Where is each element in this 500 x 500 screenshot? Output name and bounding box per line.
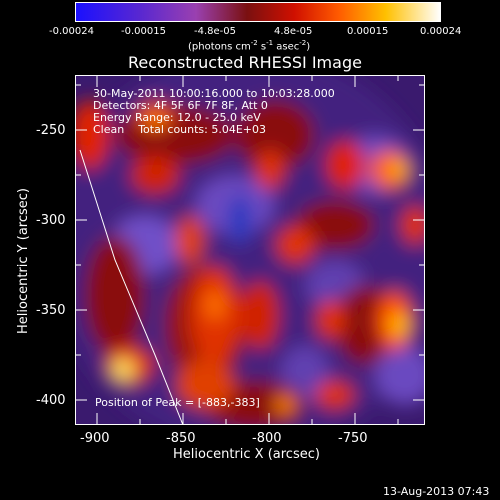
- colorbar-tick: -0.00015: [121, 26, 166, 37]
- footer-date: 13-Aug-2013 07:43: [383, 485, 490, 498]
- info-detectors: Detectors: 4F 5F 6F 7F 8F, Att 0: [93, 99, 268, 112]
- y-tick-label: -250: [36, 123, 66, 138]
- info-energy-range: Energy Range: 12.0 - 25.0 keV: [93, 111, 261, 124]
- y-tick-label: -400: [36, 393, 66, 408]
- x-axis-ticks: [96, 75, 399, 425]
- info-time-range: 30-May-2011 10:00:16.000 to 10:03:28.000: [93, 87, 335, 100]
- colorbar-tick: -0.00024: [49, 26, 94, 37]
- colorbar-gradient: [75, 2, 441, 22]
- x-axis-label: Heliocentric X (arcsec): [173, 447, 320, 462]
- peak-position-label: Position of Peak = [-883,-383]: [95, 396, 260, 409]
- colorbar-tick: 0.00024: [420, 26, 462, 37]
- image-panel: [75, 75, 425, 426]
- rhessi-image: [75, 75, 425, 426]
- x-tick-label: -750: [338, 431, 368, 446]
- plot-title: Reconstructed RHESSI Image: [128, 53, 362, 72]
- x-tick-label: -800: [252, 431, 282, 446]
- colorbar: [75, 2, 441, 22]
- colorbar-tick: 4.8e-05: [274, 26, 313, 37]
- y-tick-label: -300: [36, 213, 66, 228]
- solar-limb-line: [79, 149, 184, 426]
- y-axis-ticks: [75, 84, 425, 401]
- info-clean-counts: Clean Total counts: 5.04E+03: [93, 123, 267, 136]
- y-axis-label: Heliocentric Y (arcsec): [16, 188, 31, 334]
- x-tick-label: -900: [80, 431, 110, 446]
- x-tick-label: -850: [166, 431, 196, 446]
- colorbar-tick: -4.8e-05: [194, 26, 236, 37]
- y-tick-label: -350: [36, 303, 66, 318]
- colorbar-units: (photons cm-2 s-1 asec-2): [188, 39, 311, 53]
- colorbar-tick: 0.00015: [347, 26, 389, 37]
